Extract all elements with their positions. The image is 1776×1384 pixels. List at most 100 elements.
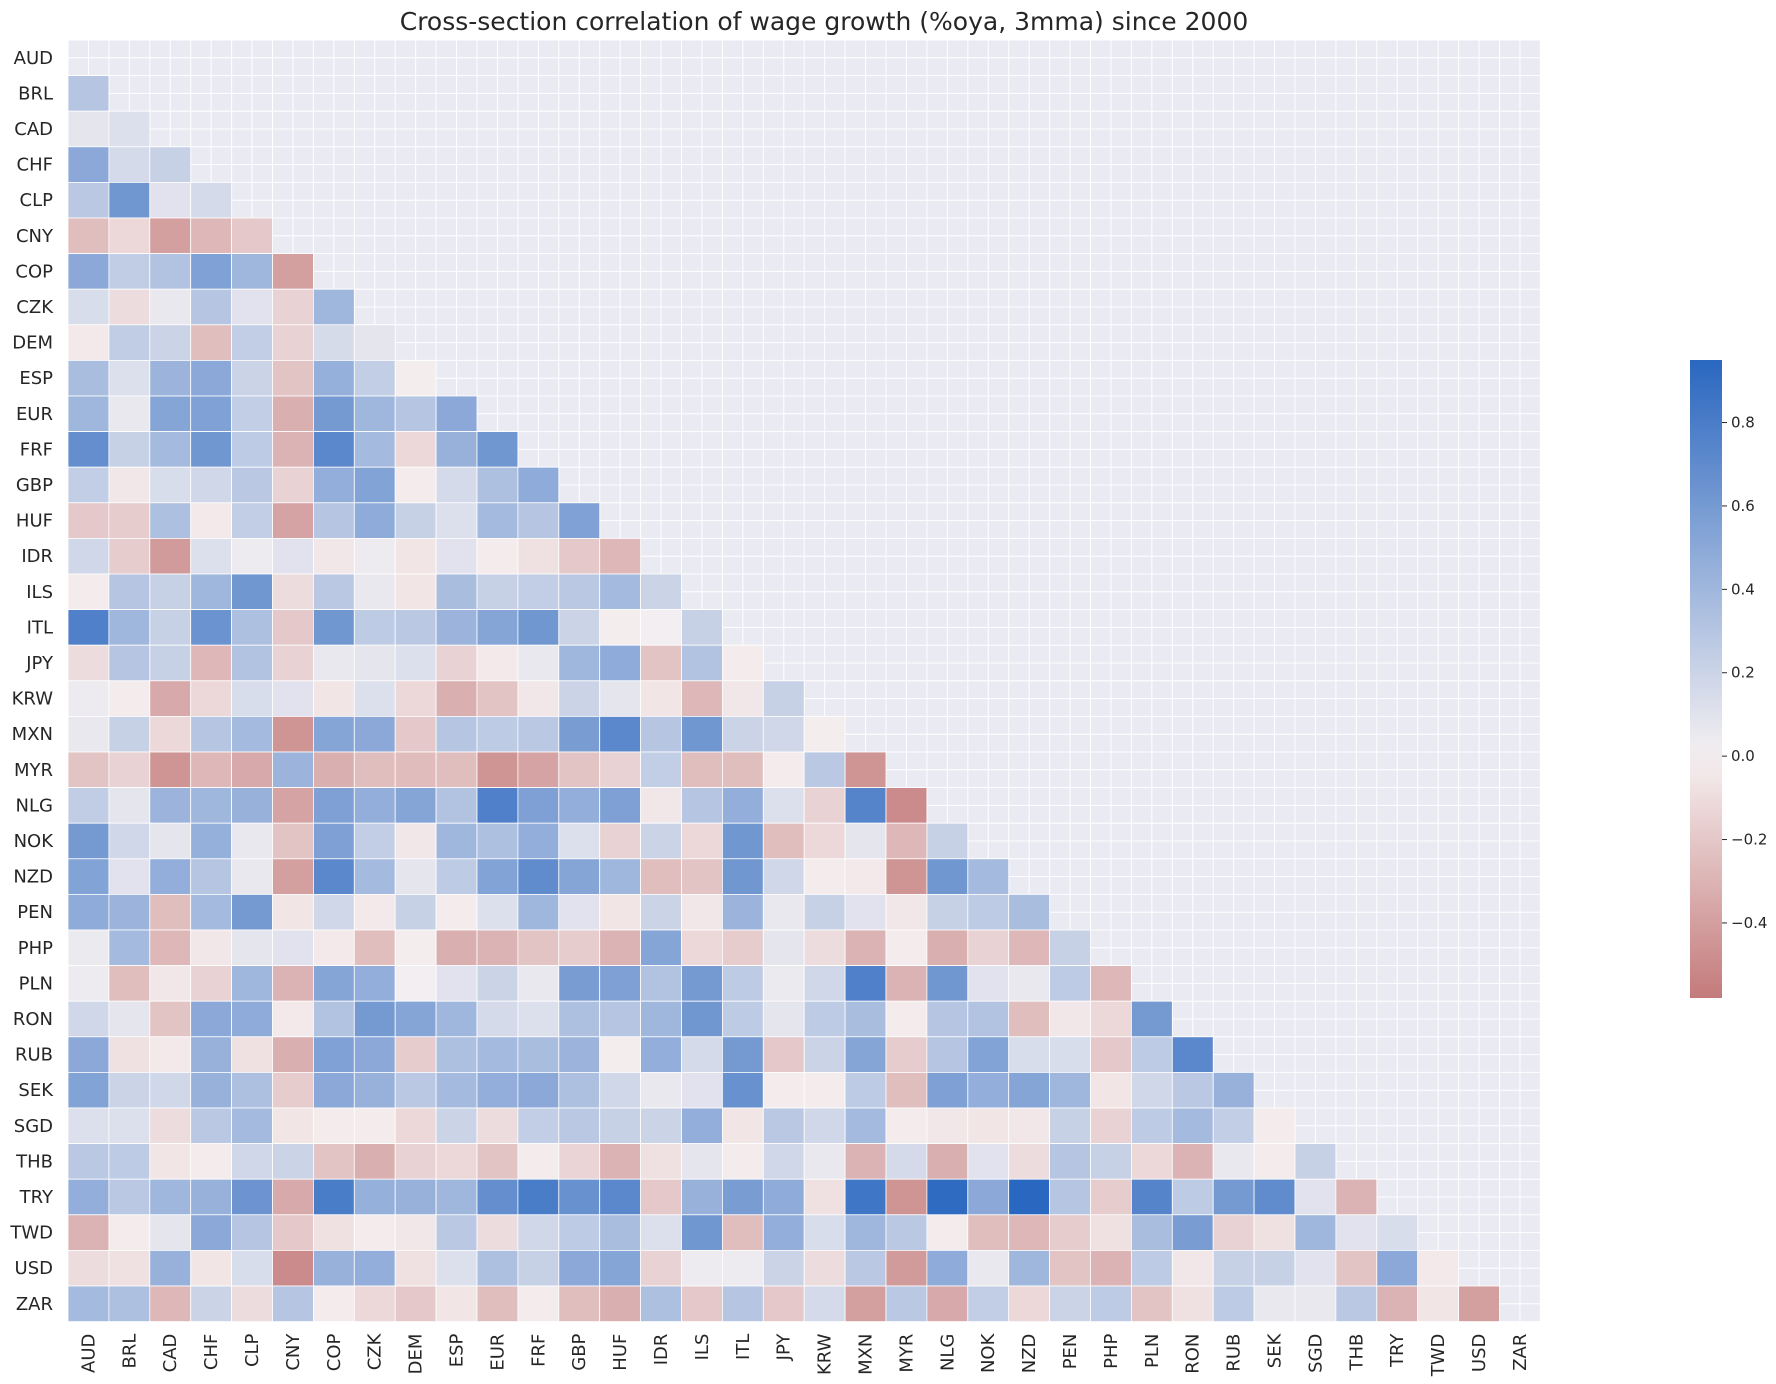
- heatmap-cell: [149, 253, 192, 290]
- heatmap-cell: [67, 181, 110, 219]
- heatmap-cell: [353, 395, 396, 432]
- heatmap-cell: [803, 1072, 846, 1109]
- heatmap-cell: [149, 1000, 192, 1038]
- heatmap-cell: [517, 1178, 560, 1216]
- heatmap-cell: [885, 1107, 928, 1144]
- heatmap-cell: [803, 716, 846, 753]
- heatmap-cell: [108, 644, 151, 682]
- heatmap-cell: [476, 751, 519, 788]
- heatmap-cell: [762, 1143, 805, 1180]
- heatmap-cell: [1049, 1214, 1091, 1251]
- chart-title: Cross-section correlation of wage growth…: [400, 7, 1249, 36]
- heatmap-cell: [476, 609, 519, 646]
- heatmap-cell: [1008, 1000, 1051, 1038]
- heatmap-cell: [476, 822, 519, 860]
- heatmap-cell: [476, 502, 519, 539]
- heatmap-cell: [108, 929, 151, 966]
- heatmap-cell: [394, 751, 437, 788]
- heatmap-cell: [1171, 1072, 1214, 1109]
- x-tick-label: CNY: [283, 1333, 304, 1371]
- heatmap-cell: [190, 751, 232, 788]
- heatmap-cell: [1131, 1285, 1173, 1322]
- heatmap-cell: [599, 1036, 642, 1073]
- heatmap-cell: [599, 1072, 642, 1109]
- heatmap-cell: [1008, 1036, 1051, 1073]
- y-tick-label: GBP: [16, 475, 53, 496]
- heatmap-cell: [190, 217, 232, 254]
- heatmap-cell: [108, 894, 151, 931]
- heatmap-cell: [394, 466, 437, 504]
- heatmap-cell: [885, 858, 928, 895]
- heatmap-cell: [149, 1178, 192, 1216]
- heatmap-cell: [640, 1214, 682, 1251]
- heatmap-cell: [190, 965, 232, 1002]
- heatmap-cell: [844, 1072, 887, 1109]
- heatmap-cell: [1294, 1178, 1337, 1216]
- heatmap-cell: [640, 1143, 682, 1180]
- heatmap-cell: [149, 431, 192, 468]
- y-tick-label: DEM: [12, 333, 53, 354]
- x-tick-label: ESP: [447, 1333, 468, 1367]
- heatmap-cell: [722, 1000, 764, 1038]
- heatmap-cell: [681, 787, 723, 824]
- heatmap-cell: [353, 538, 396, 575]
- heatmap-cell: [190, 1143, 232, 1180]
- heatmap-cell: [1008, 1214, 1051, 1251]
- heatmap-cell: [67, 288, 110, 326]
- heatmap-cell: [1131, 1107, 1173, 1144]
- heatmap-cell: [190, 288, 232, 326]
- heatmap-cell: [108, 217, 151, 254]
- heatmap-cell: [231, 680, 273, 717]
- heatmap-cell: [435, 502, 478, 539]
- heatmap-cell: [926, 1107, 969, 1144]
- x-tick-label: CLP: [242, 1333, 263, 1367]
- heatmap-cell: [108, 1036, 151, 1073]
- heatmap-cell: [435, 1143, 478, 1180]
- heatmap-cell: [640, 1000, 682, 1038]
- heatmap-cell: [722, 965, 764, 1002]
- heatmap-cell: [967, 1250, 1010, 1287]
- x-tick-label: ITL: [733, 1334, 754, 1360]
- heatmap-cell: [435, 466, 478, 504]
- heatmap-cell: [394, 609, 437, 646]
- heatmap-cell: [149, 1107, 192, 1144]
- heatmap-cell: [394, 395, 437, 432]
- y-tick-label: COP: [15, 261, 53, 282]
- heatmap-cell: [108, 146, 151, 183]
- colorbar-tick-label: 0.8: [1731, 414, 1755, 432]
- heatmap-cell: [803, 1250, 846, 1287]
- heatmap-cell: [312, 1214, 355, 1251]
- heatmap-cell: [640, 965, 682, 1002]
- heatmap-cell: [67, 1107, 110, 1144]
- heatmap-cell: [640, 858, 682, 895]
- heatmap-cell: [149, 716, 192, 753]
- heatmap-cell: [762, 965, 805, 1002]
- heatmap-cell: [231, 1250, 273, 1287]
- heatmap-cell: [67, 395, 110, 432]
- heatmap-cell: [803, 751, 846, 788]
- heatmap-cell: [312, 1143, 355, 1180]
- heatmap-cell: [1008, 1143, 1051, 1180]
- heatmap-cell: [353, 716, 396, 753]
- heatmap-cell: [272, 395, 314, 432]
- heatmap-cell: [599, 1107, 642, 1144]
- heatmap-cell: [190, 573, 232, 610]
- heatmap-cell: [272, 1178, 314, 1216]
- y-tick-label: PHP: [18, 938, 53, 959]
- heatmap-cell: [67, 751, 110, 788]
- heatmap-cell: [558, 1036, 601, 1073]
- heatmap-cell: [190, 609, 232, 646]
- heatmap-cell: [108, 1214, 151, 1251]
- heatmap-cell: [517, 929, 560, 966]
- heatmap-cell: [640, 716, 682, 753]
- heatmap-cell: [885, 1143, 928, 1180]
- heatmap-cell: [272, 1250, 314, 1287]
- heatmap-cell: [885, 1285, 928, 1322]
- heatmap-cell: [1253, 1107, 1296, 1144]
- y-tick-label: PLN: [19, 973, 53, 994]
- heatmap-cell: [844, 1036, 887, 1073]
- heatmap-cell: [353, 359, 396, 397]
- heatmap-cell: [435, 538, 478, 575]
- heatmap-cell: [681, 1107, 723, 1144]
- y-tick-label: CAD: [14, 119, 53, 140]
